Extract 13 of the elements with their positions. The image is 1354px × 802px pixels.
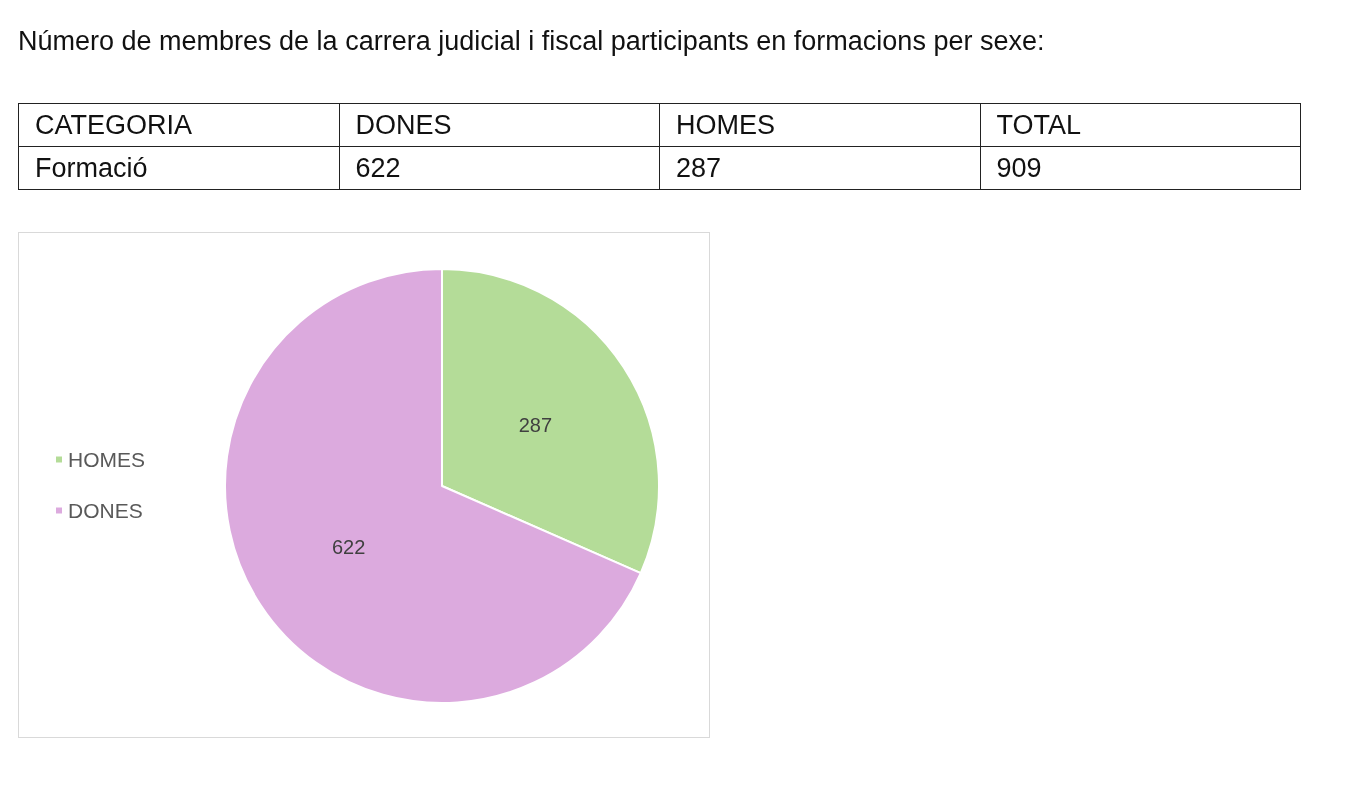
legend-label: DONES xyxy=(68,499,143,522)
text: CATEGORIA xyxy=(18,103,339,147)
text: 622 xyxy=(331,536,366,558)
text: TOTAL xyxy=(980,103,1301,147)
data-label: 622 xyxy=(339,146,660,190)
text: HOMES xyxy=(659,103,980,147)
text: DONES xyxy=(339,103,660,147)
text: Formació xyxy=(18,146,339,190)
text: 909 xyxy=(980,146,1301,190)
data-label: 287 xyxy=(659,146,980,190)
text: 287 xyxy=(518,414,553,436)
legend-label: HOMES xyxy=(68,448,146,471)
chart-title: Número de membres de la carrera judicial i fiscal participants en formacions per sexe: xyxy=(18,26,1045,57)
